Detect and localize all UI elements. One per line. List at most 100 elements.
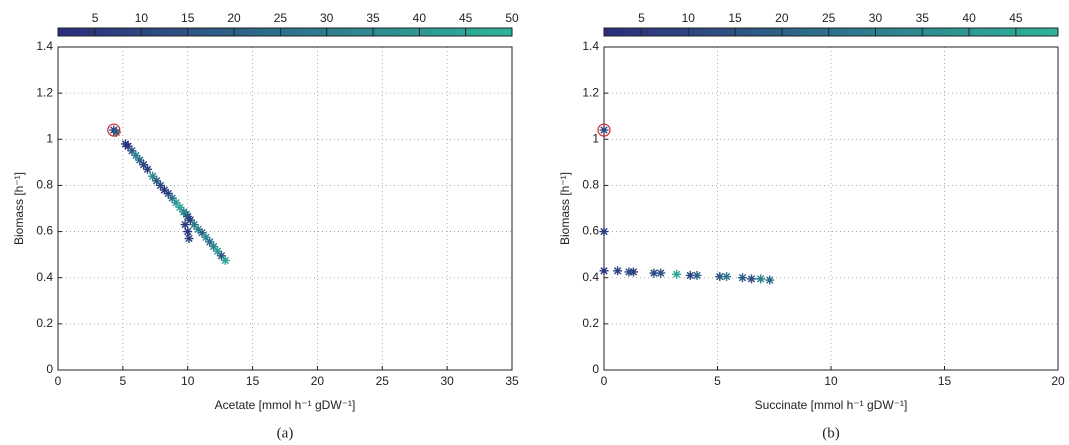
colorbar-segment [368, 28, 377, 36]
colorbar-segment [846, 28, 855, 36]
point [181, 209, 191, 219]
colorbar-tick-label: 25 [822, 11, 836, 25]
colorbar-segment [269, 28, 278, 36]
colorbar-segment [747, 28, 756, 36]
colorbar-segment [95, 28, 104, 36]
colorbar-tick-label: 40 [413, 11, 427, 25]
colorbar-segment [967, 28, 976, 36]
colorbar-tick-label: 35 [366, 11, 380, 25]
point [163, 189, 173, 199]
colorbar-segment [103, 28, 112, 36]
colorbar-segment [815, 28, 824, 36]
colorbar-tick-label: 45 [459, 11, 473, 25]
colorbar-tick-label: 5 [92, 11, 99, 25]
point [672, 269, 682, 279]
point [213, 246, 223, 256]
colorbar-segment [906, 28, 915, 36]
point [193, 224, 203, 234]
point [197, 228, 207, 238]
point [201, 232, 211, 242]
colorbar-segment [337, 28, 347, 36]
colorbar-segment [914, 28, 923, 36]
point [756, 274, 766, 284]
x-axis-label: Succinate [mmol h⁻¹ gDW⁻¹] [755, 398, 908, 412]
colorbar-tick-label: 20 [227, 11, 241, 25]
point [205, 237, 215, 247]
colorbar-segment [740, 28, 749, 36]
y-tick-label: 0 [46, 362, 53, 376]
point [167, 193, 177, 203]
colorbar-segment [118, 28, 127, 36]
colorbar-tick-label: 25 [274, 11, 288, 25]
colorbar-segment [171, 28, 180, 36]
plot-frame [603, 46, 1059, 371]
colorbar-segment [929, 28, 938, 36]
point [180, 220, 190, 230]
colorbar-segment [277, 28, 286, 36]
colorbar-segment [1035, 28, 1044, 36]
y-tick-label: 1.2 [582, 85, 599, 99]
colorbar-segment [163, 28, 172, 36]
colorbar-segment [443, 28, 452, 36]
y-axis-label: Biomass [h⁻¹] [558, 172, 572, 245]
x-tick-label: 30 [440, 374, 454, 388]
colorbar-tick-label: 15 [728, 11, 742, 25]
point [624, 267, 634, 277]
colorbar-segment [853, 28, 862, 36]
colorbar-segment [110, 28, 120, 36]
y-tick-label: 1 [592, 131, 599, 145]
colorbar-segment [989, 28, 998, 36]
colorbar-segment [474, 28, 483, 36]
colorbar-segment [611, 28, 620, 36]
colorbar-segment [216, 28, 225, 36]
colorbar-segment [861, 28, 870, 36]
point [123, 141, 133, 151]
point [175, 202, 185, 212]
colorbar-segment [254, 28, 263, 36]
colorbar-frame [603, 27, 1059, 37]
colorbar-segment [65, 28, 74, 36]
colorbar-tick-label: 45 [1009, 11, 1023, 25]
colorbar-segment [126, 28, 135, 36]
point [715, 272, 725, 282]
point [722, 272, 732, 282]
colorbar-segment [793, 28, 802, 36]
x-tick-label: 25 [376, 374, 390, 388]
colorbar-segment [982, 28, 991, 36]
colorbar-segment [451, 28, 460, 36]
colorbar-segment [868, 28, 877, 36]
colorbar-segment [232, 28, 241, 36]
x-tick-label: 10 [181, 374, 195, 388]
colorbar-segment [262, 28, 271, 36]
colorbar-segment [626, 28, 635, 36]
y-tick-label: 0.2 [582, 316, 599, 330]
point [692, 270, 702, 280]
colorbar-tick-label: 15 [181, 11, 195, 25]
x-axis-label: Acetate [mmol h⁻¹ gDW⁻¹] [215, 398, 356, 412]
colorbar-segment [831, 28, 840, 36]
colorbar-segment [921, 28, 930, 36]
x-tick-label: 0 [55, 374, 62, 388]
highlight-marker [107, 123, 121, 137]
colorbar-segment [194, 28, 203, 36]
colorbar-tick-label: 20 [775, 11, 789, 25]
point [152, 176, 162, 186]
point [599, 227, 609, 237]
highlight-marker [597, 123, 611, 137]
colorbar-segment [755, 28, 764, 36]
x-tick-label: 0 [601, 374, 608, 388]
point [220, 255, 230, 265]
x-tick-label: 5 [120, 374, 127, 388]
colorbar-segment [428, 28, 437, 36]
colorbar-segment [899, 28, 908, 36]
colorbar-segment [148, 28, 157, 36]
colorbar-segment [406, 28, 415, 36]
colorbar-segment [785, 28, 794, 36]
colorbar-segment [179, 28, 188, 36]
colorbar-segment [800, 28, 809, 36]
colorbar-segment [201, 28, 210, 36]
point [209, 242, 219, 252]
point [184, 233, 194, 243]
colorbar-segment [717, 28, 726, 36]
point [143, 164, 153, 174]
